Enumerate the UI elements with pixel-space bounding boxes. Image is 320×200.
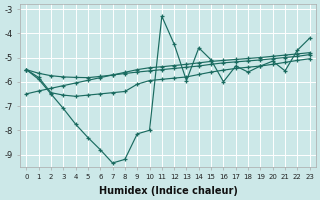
X-axis label: Humidex (Indice chaleur): Humidex (Indice chaleur) [99, 186, 237, 196]
